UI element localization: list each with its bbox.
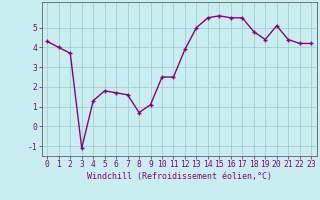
- X-axis label: Windchill (Refroidissement éolien,°C): Windchill (Refroidissement éolien,°C): [87, 172, 272, 181]
